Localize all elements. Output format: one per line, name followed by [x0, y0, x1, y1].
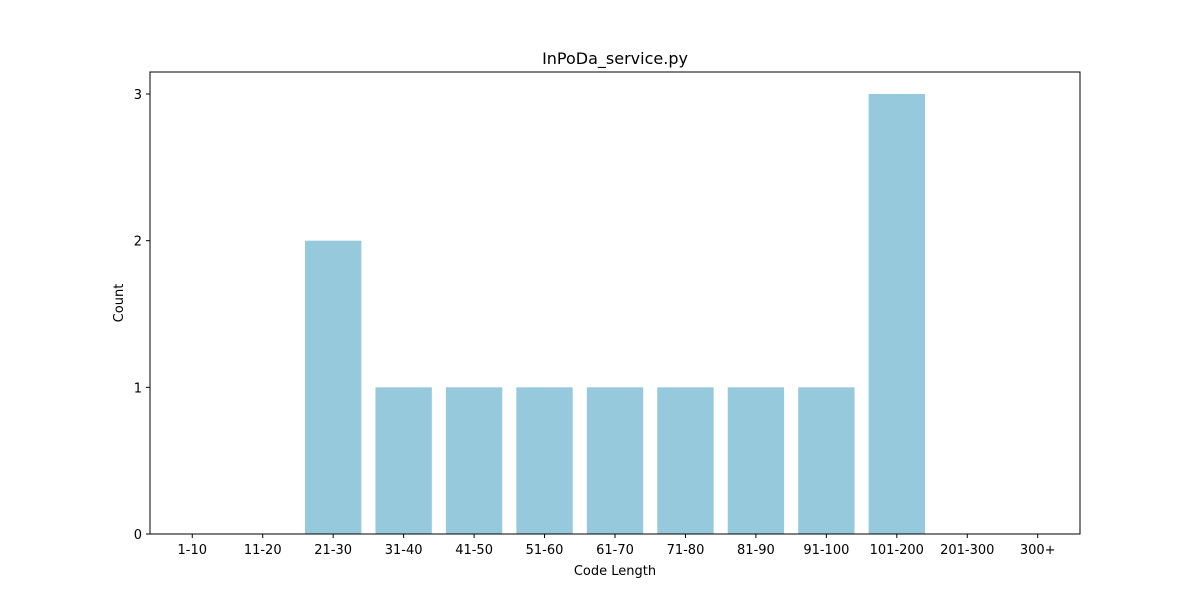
x-tick-label: 21-30	[314, 543, 352, 558]
bar-51-60	[516, 387, 573, 534]
bars-group	[305, 94, 925, 534]
x-tick-label: 91-100	[803, 543, 849, 558]
x-tick-label: 51-60	[526, 543, 564, 558]
x-axis-ticks: 1-10 11-20 21-30 31-40 41-50 51-60 61-70 71-80 8…	[178, 534, 1056, 558]
bar-91-100	[798, 387, 855, 534]
bar-81-90	[727, 387, 785, 534]
x-tick-label: 1-10	[178, 543, 208, 558]
bar-31-40	[375, 387, 432, 534]
y-axis-label: Count	[112, 284, 127, 323]
x-tick-label: 300+	[1020, 543, 1056, 558]
x-axis-label: Code Length	[574, 564, 656, 579]
bar-101-200	[868, 94, 925, 534]
x-tick-label: 31-40	[385, 543, 423, 558]
bar-71-80	[657, 387, 714, 534]
y-tick-label: 0	[134, 528, 142, 543]
x-tick-label: 41-50	[455, 543, 493, 558]
x-tick-label: 71-80	[667, 543, 705, 558]
x-tick-label: 81-90	[737, 543, 775, 558]
y-tick-label: 3	[134, 88, 142, 103]
bar-41-50	[445, 387, 503, 534]
chart-title: InPoDa_service.py	[542, 49, 688, 69]
bar-61-70	[586, 387, 644, 534]
x-tick-label: 101-200	[870, 543, 924, 558]
y-tick-label: 1	[134, 381, 142, 396]
y-tick-label: 2	[134, 235, 142, 250]
x-tick-label: 201-300	[940, 543, 994, 558]
bar-21-30	[305, 240, 362, 534]
x-tick-label: 61-70	[596, 543, 634, 558]
y-axis-ticks: 0 1 2 3	[134, 88, 150, 543]
x-tick-label: 11-20	[244, 543, 282, 558]
